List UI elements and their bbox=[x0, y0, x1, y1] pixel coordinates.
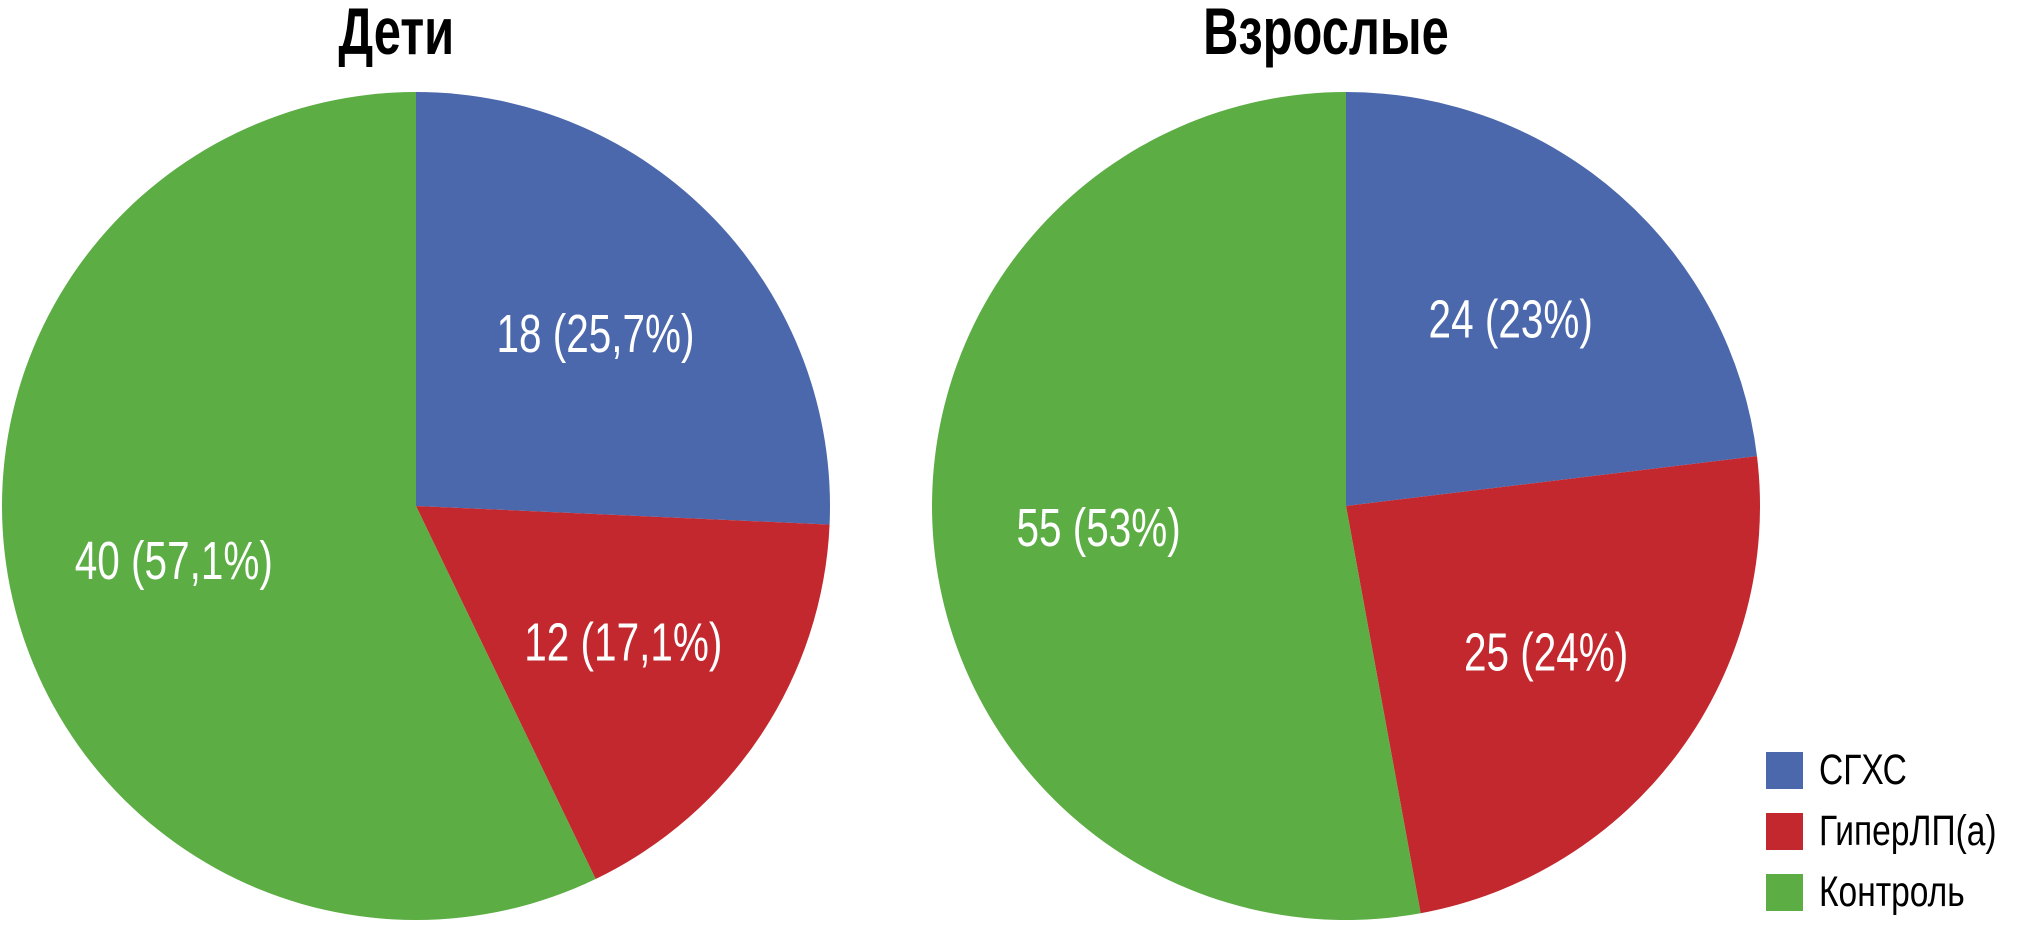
legend-label: ГиперЛП(а) bbox=[1819, 807, 1997, 855]
legend: СГХС ГиперЛП(а) Контроль bbox=[1766, 746, 2020, 935]
pie-slice-СГХС bbox=[416, 92, 830, 525]
chart-title-adults-text: Взрослые bbox=[1203, 0, 1449, 68]
legend-swatch-red-icon bbox=[1766, 813, 1803, 850]
slice-label: 55 (53%) bbox=[1016, 499, 1180, 559]
legend-label: Контроль bbox=[1819, 868, 1965, 916]
legend-swatch-green-icon bbox=[1766, 874, 1803, 911]
slice-label: 25 (24%) bbox=[1464, 623, 1628, 683]
slice-label: 40 (57,1%) bbox=[75, 531, 273, 591]
chart-title-children: Дети bbox=[196, 0, 596, 68]
chart-title-children-text: Дети bbox=[338, 0, 454, 68]
legend-item-sgxs: СГХС bbox=[1766, 746, 2020, 794]
legend-item-kontrol: Контроль bbox=[1766, 868, 2020, 916]
legend-swatch-blue-icon bbox=[1766, 752, 1803, 789]
slice-label: 24 (23%) bbox=[1429, 290, 1593, 350]
slice-label: 12 (17,1%) bbox=[524, 613, 722, 673]
pie-slice-СГХС bbox=[1346, 92, 1757, 506]
pie-slice-ГиперЛП(а) bbox=[1346, 456, 1760, 914]
pie-chart-svg: 18 (25,7%) 12 (17,1%) 40 (57,1%) bbox=[1, 92, 830, 920]
chart-title-adults: Взрослые bbox=[1126, 0, 1526, 68]
pie-chart-svg: 24 (23%) 25 (24%) 55 (53%) bbox=[932, 92, 1760, 920]
pie-slice-Контроль bbox=[932, 92, 1421, 920]
pie-slice-Контроль bbox=[1, 92, 596, 920]
slice-label: 18 (25,7%) bbox=[496, 304, 694, 364]
pie-slice-ГиперЛП(а) bbox=[416, 506, 830, 879]
legend-item-giperlpa: ГиперЛП(а) bbox=[1766, 807, 2020, 855]
legend-label: СГХС bbox=[1819, 746, 1907, 794]
